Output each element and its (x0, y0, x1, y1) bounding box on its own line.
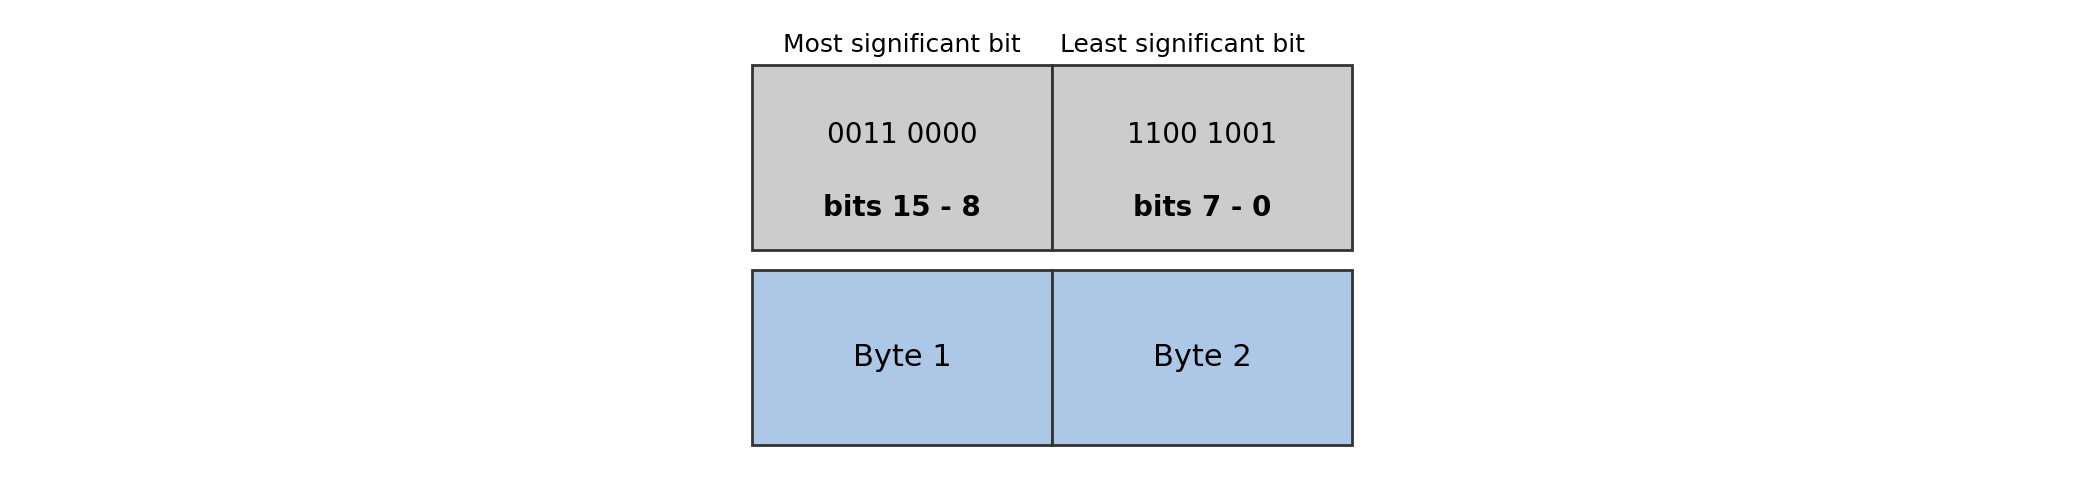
Text: Byte 1: Byte 1 (852, 343, 953, 372)
Text: bits 15 - 8: bits 15 - 8 (823, 194, 982, 222)
Bar (752, 270, 1053, 445)
Text: 0011 0000: 0011 0000 (827, 121, 978, 149)
Text: bits 7 - 0: bits 7 - 0 (1132, 194, 1272, 222)
Bar (752, 65, 1053, 250)
Text: Byte 2: Byte 2 (1153, 343, 1251, 372)
Bar (1053, 65, 1352, 250)
Bar (1053, 270, 1352, 445)
Text: Least significant bit: Least significant bit (1059, 33, 1306, 57)
Text: Most significant bit: Most significant bit (783, 33, 1022, 57)
Text: 1100 1001: 1100 1001 (1128, 121, 1278, 149)
